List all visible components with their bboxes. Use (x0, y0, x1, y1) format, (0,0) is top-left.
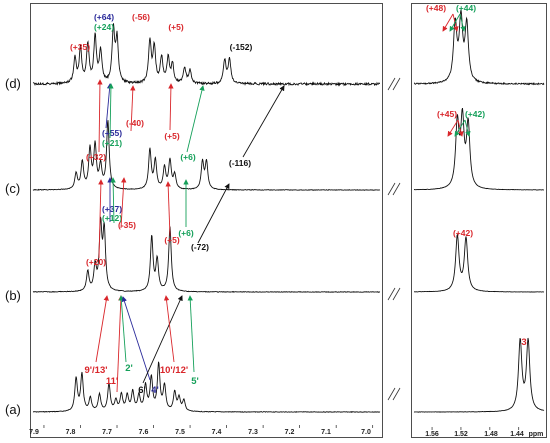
annotation-b-right-red: (+42) (453, 228, 473, 238)
arrow-c-d-red-2 (130, 85, 136, 132)
spectrum-trace-right (414, 234, 545, 293)
annotation-c-green-2: (+6) (180, 152, 196, 162)
spectrum-trace-right (413, 107, 544, 191)
assignment-5: 5' (191, 376, 199, 387)
tick-label: 7.7 (102, 429, 112, 436)
spectra-traces (32, 9, 545, 430)
assignment-2: 2' (125, 363, 133, 374)
annotation-b-red-1: (-35) (118, 220, 136, 230)
tick-label: 7.3 (248, 429, 258, 436)
arrow-c-d-black (242, 85, 285, 158)
annotation-d-black: (-152) (230, 42, 253, 52)
annotation-d-green: (+24) (94, 22, 114, 32)
arrow-b-c-red-2 (120, 177, 127, 229)
arrow-b-c-red-1 (98, 179, 104, 259)
tick-label: 7.1 (321, 429, 331, 436)
arrow-right-d-green-2 (459, 13, 466, 32)
tick-label: 7.8 (66, 429, 76, 436)
shift-annotations: (+64) (+24) (+35) (-56) (+5) (-152) (+48… (70, 3, 485, 267)
arrow-c-d-red-3 (168, 83, 174, 131)
arrow-a-b-red-2 (116, 295, 124, 393)
panel-label-b: (b) (5, 288, 21, 303)
arrow-b-c-green (110, 177, 116, 224)
annotation-d-red-1: (+35) (70, 42, 90, 52)
annotation-b-black: (-72) (191, 242, 209, 252)
axis-break-mark-b (387, 287, 401, 301)
tick-label: 7.2 (285, 429, 295, 436)
assignment-3: 3 (521, 337, 526, 348)
arrow-c-d-blue (105, 83, 113, 129)
tick-label: ppm (529, 431, 544, 438)
annotation-d-red-3: (+5) (168, 22, 184, 32)
annotation-b-green-2: (+6) (178, 228, 194, 238)
assignment-10-12: 10'/12' (160, 365, 188, 376)
assignment-4: 4' (151, 385, 159, 396)
arrow-a-b-green-1 (118, 295, 127, 363)
arrow-b-c-black (197, 183, 230, 244)
annotation-b-red-3: (+5) (164, 235, 180, 245)
annotation-c-red-1: (-40) (126, 118, 144, 128)
arrow-c-d-green-2 (186, 85, 205, 153)
panel-label-d: (d) (5, 76, 21, 91)
arrow-c-d-red-1 (97, 79, 103, 153)
tick-label: 7.4 (212, 429, 222, 436)
annotation-d-red-2: (-56) (132, 12, 150, 22)
arrow-a-b-black (142, 295, 183, 384)
spectrum-trace-left (32, 361, 381, 413)
annotation-c-black: (-116) (229, 158, 251, 168)
tick-label: 7.9 (29, 429, 39, 436)
arrow-a-b-green-2 (187, 295, 195, 373)
annotation-c-blue: (+55) (102, 128, 122, 138)
axis-break-mark-c (387, 182, 401, 196)
shift-arrows (95, 13, 471, 393)
annotation-c-red-2: (+32) (86, 152, 106, 162)
arrow-right-c-green-2 (464, 119, 471, 137)
tick-label: 1.44 (510, 431, 524, 438)
annotation-b-blue: (+37) (102, 204, 122, 214)
tick-label: 7.6 (139, 429, 149, 436)
assignment-11: 11' (106, 376, 118, 387)
arrow-b-c-red-3 (165, 181, 171, 237)
arrow-a-b-blue (121, 296, 151, 381)
left-plot-frame (30, 3, 383, 438)
axis-break-mark-a (387, 387, 401, 401)
annotation-c-red-3: (+5) (164, 131, 180, 141)
annotation-c-right-red: (+45) (437, 109, 457, 119)
panel-label-c: (c) (5, 181, 20, 196)
annotation-d-right-green: (+44) (456, 3, 476, 13)
spectrum-trace-right (413, 9, 545, 86)
tick-label: 1.56 (425, 431, 439, 438)
arrow-right-c-red-1 (447, 119, 459, 137)
spectrum-trace-left (32, 216, 381, 293)
arrow-right-d-green-1 (449, 13, 461, 32)
arrow-a-b-red-3 (163, 295, 175, 363)
axis-break-mark-d (387, 77, 401, 91)
right-plot-frame (411, 3, 547, 438)
spectrum-trace-right (413, 337, 545, 413)
annotation-c-green: (+21) (102, 138, 122, 148)
spectrum-trace-left (32, 23, 380, 87)
x-axis-right: 1.56 1.52 1.48 1.44 ppm (425, 431, 543, 438)
tick-label: 1.48 (484, 431, 498, 438)
panel-label-a: (a) (5, 402, 21, 417)
assignment-6: 6' (138, 385, 146, 396)
spectrum-trace-left (32, 120, 381, 191)
arrow-right-c-green-1 (454, 119, 466, 137)
tick-label: 7.0 (361, 429, 371, 436)
tick-label: 7.5 (175, 429, 185, 436)
arrow-a-b-red-1 (95, 295, 109, 363)
x-axis-left: 7.9 7.8 7.7 7.6 7.5 7.4 7.3 7.2 7.1 7.0 (29, 429, 371, 436)
annotation-b-red-2: (+20) (86, 257, 106, 267)
annotation-d-right-red: (+48) (426, 3, 446, 13)
tick-label: 1.52 (454, 431, 468, 438)
assignment-9-13: 9'/13' (84, 365, 107, 376)
arrow-c-d-green (108, 83, 114, 139)
peak-assignments: 9'/13' 11' 2' 6' 4' 10'/12' 5' 3 (84, 337, 526, 396)
annotation-c-right-green: (+42) (465, 109, 485, 119)
arrow-right-d-red-1 (442, 13, 454, 32)
annotation-d-blue: (+64) (94, 12, 114, 22)
annotation-b-green: (+12) (102, 213, 122, 223)
